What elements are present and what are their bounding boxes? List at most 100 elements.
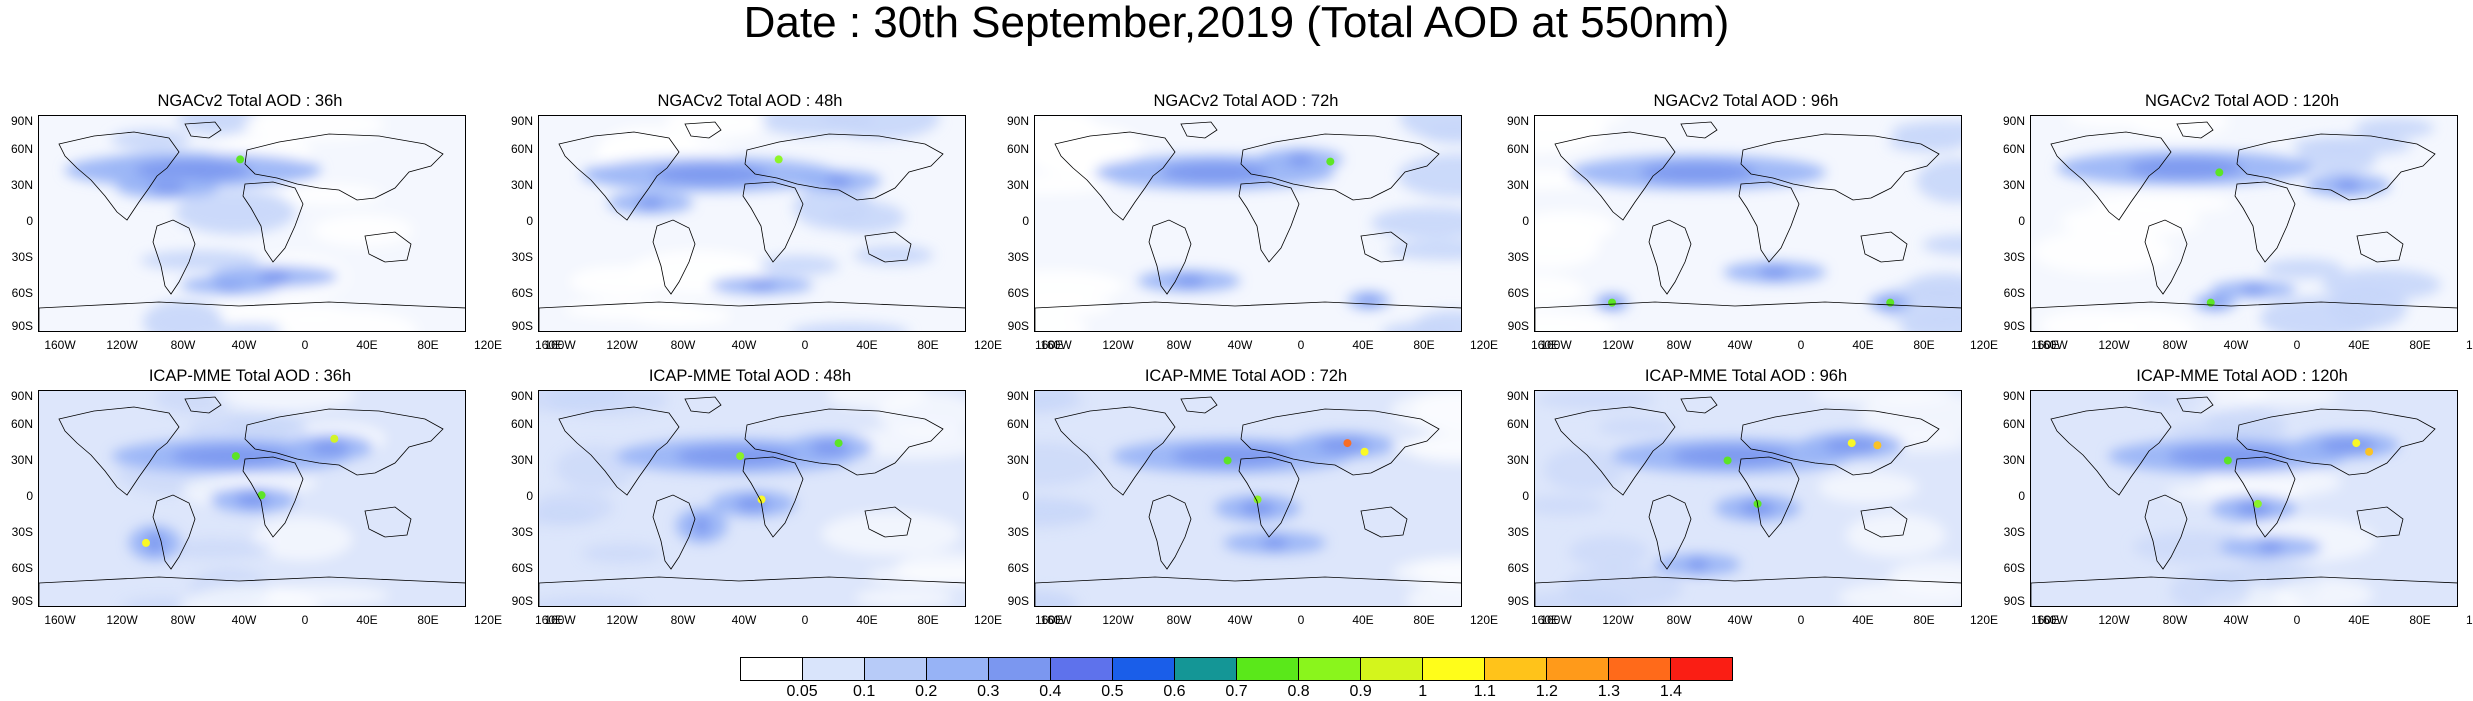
- colorbar-label: 0.4: [1039, 683, 1062, 700]
- lon-tick-label: 0: [2293, 613, 2301, 627]
- lon-tick-label: 160E: [1034, 338, 1064, 352]
- map-panel: ICAP-MME Total AOD : 72h 90N 60N 30N 0 30S 60S…: [996, 367, 1559, 655]
- lat-tick-label: 90N: [510, 389, 533, 403]
- colorbar-box: [1423, 658, 1485, 680]
- lon-tick-label: 40W: [731, 613, 757, 627]
- colorbar-label: 1.2: [1535, 683, 1558, 700]
- colorbar-box: [1237, 658, 1299, 680]
- colorbar-label: 0.8: [1287, 683, 1310, 700]
- lat-tick-label: 60N: [10, 417, 33, 431]
- lat-tick-label: 90S: [511, 594, 533, 608]
- lat-tick-label: 90S: [1007, 594, 1029, 608]
- colorbar-box: [803, 658, 865, 680]
- colorbar-label: 0.6: [1163, 683, 1186, 700]
- aod-map: [1034, 390, 1462, 607]
- lat-tick-label: 60S: [1007, 561, 1029, 575]
- colorbar-box: [1671, 658, 1732, 680]
- panel-title: NGACv2 Total AOD : 48h: [657, 92, 843, 110]
- lat-tick-label: 90S: [2003, 594, 2025, 608]
- lon-tick-label: 120W: [1602, 338, 1634, 352]
- lat-tick-label: 90N: [1006, 114, 1029, 128]
- aod-map: [38, 115, 466, 332]
- lat-tick-label: 30N: [2002, 178, 2025, 192]
- lon-tick-label: 80E: [2409, 338, 2431, 352]
- lon-tick-label: 120E: [1969, 613, 1999, 627]
- colorbar-label: 0.3: [977, 683, 1000, 700]
- lon-tick-label: 160E: [2030, 613, 2060, 627]
- lat-tick-label: 0: [1522, 489, 1529, 503]
- lon-tick-label: 80E: [917, 613, 939, 627]
- lon-tick-label: 80W: [170, 338, 196, 352]
- lon-tick-label: 160E: [1034, 613, 1064, 627]
- lon-tick-label: 120E: [2465, 338, 2473, 352]
- colorbar-label: 0.1: [853, 683, 876, 700]
- lat-tick-label: 0: [1022, 214, 1029, 228]
- lon-tick-label: 120E: [1469, 613, 1499, 627]
- map-panel: NGACv2 Total AOD : 120h 90N 60N 30N 0 30S 60S 9…: [1992, 92, 2473, 380]
- lat-tick-label: 0: [2018, 214, 2025, 228]
- colorbar-label: 0.5: [1101, 683, 1124, 700]
- colorbar-box: [865, 658, 927, 680]
- lon-tick-label: 40E: [1352, 338, 1374, 352]
- aod-map: [38, 390, 466, 607]
- lat-tick-label: 30N: [10, 178, 33, 192]
- lat-tick-label: 0: [526, 214, 533, 228]
- colorbar-box: [1051, 658, 1113, 680]
- colorbar-box: [1299, 658, 1361, 680]
- main-title: Date : 30th September,2019 (Total AOD at…: [743, 0, 1730, 47]
- lon-tick-label: 40W: [1727, 613, 1753, 627]
- lon-tick-label: 160E: [1530, 613, 1560, 627]
- lat-tick-label: 30N: [1006, 178, 1029, 192]
- panel-title: NGACv2 Total AOD : 36h: [157, 92, 343, 110]
- lat-tick-label: 0: [1522, 214, 1529, 228]
- lon-tick-label: 0: [1297, 613, 1305, 627]
- lon-tick-label: 0: [1797, 338, 1805, 352]
- map-panel: NGACv2 Total AOD : 72h 90N 60N 30N 0 30S 60S 90…: [996, 92, 1559, 380]
- lat-tick-label: 0: [26, 489, 33, 503]
- lat-tick-label: 30S: [1507, 525, 1529, 539]
- colorbar-box: [1175, 658, 1237, 680]
- lon-tick-label: 120W: [106, 338, 138, 352]
- lat-tick-label: 60N: [1506, 142, 1529, 156]
- lat-tick-label: 90S: [11, 594, 33, 608]
- lat-tick-label: 30N: [1506, 178, 1529, 192]
- panel-title: ICAP-MME Total AOD : 48h: [648, 367, 852, 385]
- lon-tick-label: 40E: [356, 613, 378, 627]
- map-panel: NGACv2 Total AOD : 48h 90N 60N 30N 0 30S 60S 90…: [500, 92, 1063, 380]
- lat-tick-label: 30S: [1507, 250, 1529, 264]
- lon-tick-label: 120W: [106, 613, 138, 627]
- lon-tick-label: 0: [1797, 613, 1805, 627]
- lat-tick-label: 60N: [1006, 142, 1029, 156]
- lon-tick-label: 80W: [670, 613, 696, 627]
- lat-tick-label: 60N: [510, 417, 533, 431]
- lon-tick-label: 80W: [1166, 338, 1192, 352]
- lon-tick-label: 80E: [1413, 338, 1435, 352]
- lat-tick-label: 60S: [2003, 286, 2025, 300]
- lat-tick-label: 30S: [1007, 525, 1029, 539]
- lat-tick-label: 60S: [1507, 286, 1529, 300]
- lon-tick-label: 40W: [1227, 613, 1253, 627]
- lat-tick-label: 90N: [510, 114, 533, 128]
- lon-tick-label: 40W: [2223, 338, 2249, 352]
- lat-tick-label: 60N: [2002, 142, 2025, 156]
- aod-map: [538, 115, 966, 332]
- aod-map: [2030, 115, 2458, 332]
- colorbar-label: 0.2: [915, 683, 938, 700]
- lon-tick-label: 80W: [1166, 613, 1192, 627]
- lat-tick-label: 30S: [511, 250, 533, 264]
- aod-map: [2030, 390, 2458, 607]
- lon-tick-label: 40W: [1727, 338, 1753, 352]
- lon-tick-label: 40E: [356, 338, 378, 352]
- lon-tick-label: 80E: [1413, 613, 1435, 627]
- map-panel: ICAP-MME Total AOD : 48h 90N 60N 30N 0 30S 60S…: [500, 367, 1063, 655]
- lon-tick-label: 120W: [606, 613, 638, 627]
- lon-tick-label: 40E: [1352, 613, 1374, 627]
- lat-tick-label: 30S: [2003, 250, 2025, 264]
- panel-title: NGACv2 Total AOD : 72h: [1153, 92, 1339, 110]
- lon-tick-label: 120E: [1469, 338, 1499, 352]
- lon-tick-label: 160W: [1040, 613, 1072, 627]
- lat-tick-label: 90S: [1007, 319, 1029, 333]
- lon-tick-label: 40E: [1852, 338, 1874, 352]
- lon-tick-label: 40E: [1852, 613, 1874, 627]
- lon-tick-label: 80W: [670, 338, 696, 352]
